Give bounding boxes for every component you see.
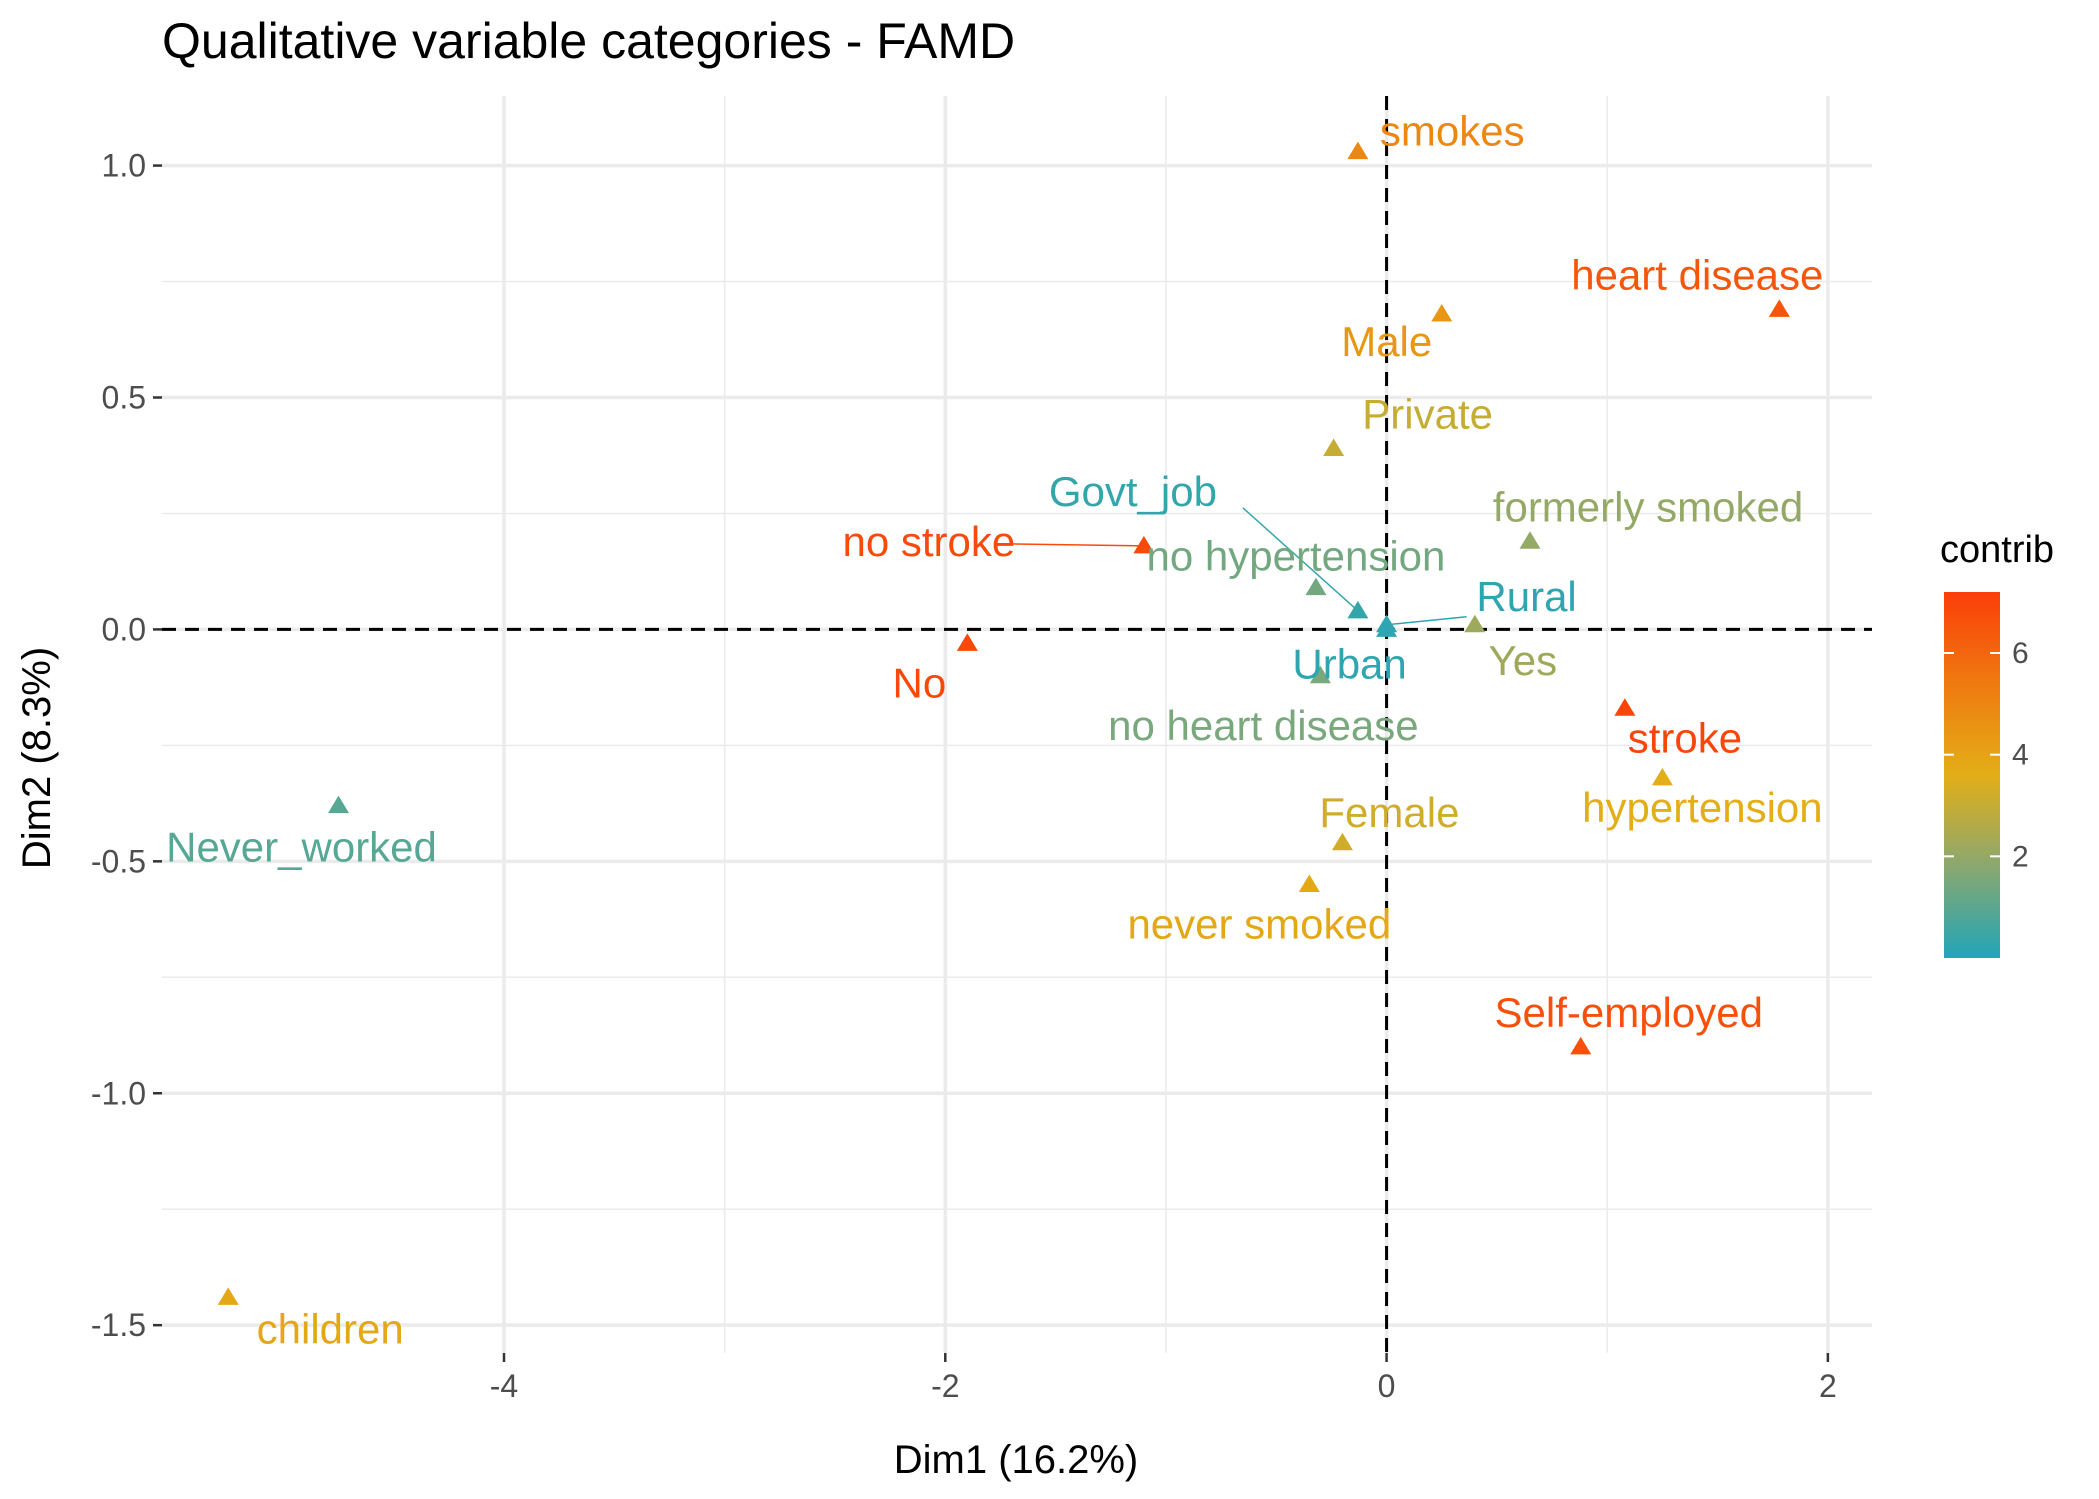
label-leader-line: [1386, 616, 1467, 626]
label-leader-line: [1242, 507, 1359, 612]
point-marker: [1614, 698, 1636, 716]
point-label: no stroke: [842, 518, 1015, 565]
point-label: Female: [1319, 789, 1459, 836]
chart-title: Qualitative variable categories - FAMD: [162, 13, 1015, 69]
point-marker: [1431, 304, 1453, 322]
point-label: smokes: [1380, 108, 1525, 155]
grid-minor: [162, 96, 1872, 1353]
label-leader-lines: [1010, 507, 1467, 626]
point-marker: [1464, 614, 1486, 633]
y-axis: -1.5 -1.0 -0.5 0.0 0.5 1.0: [91, 148, 162, 1343]
point-marker: [1570, 1036, 1592, 1055]
y-tick-label: 1.0: [102, 148, 146, 184]
legend-tick-label: 6: [2012, 637, 2029, 670]
point-label: formerly smoked: [1493, 483, 1803, 530]
point-label: no hypertension: [1147, 533, 1446, 580]
point-marker: [1331, 832, 1353, 851]
y-tick-label: 0.0: [102, 611, 146, 647]
x-axis-title: Dim1 (16.2%): [894, 1438, 1139, 1482]
point-marker: [1651, 767, 1673, 786]
point-label: Govt_job: [1049, 468, 1217, 515]
point-marker: [1519, 531, 1541, 549]
point-label: Male: [1341, 318, 1432, 365]
point-label: Rural: [1476, 573, 1576, 620]
point-marker: [328, 795, 350, 814]
point-marker: [1133, 535, 1155, 554]
point-label: stroke: [1628, 714, 1742, 761]
label-leader-line: [1010, 543, 1144, 547]
point-label: children: [257, 1305, 404, 1352]
point-label: heart disease: [1571, 251, 1823, 298]
point-marker: [1347, 141, 1369, 160]
x-tick-label: -4: [490, 1368, 518, 1404]
x-tick-label: 0: [1378, 1368, 1396, 1404]
point-marker: [1309, 665, 1331, 684]
legend-tick-label: 2: [2012, 840, 2029, 873]
point-label: No: [893, 659, 947, 706]
point-marker: [1376, 619, 1398, 637]
legend-ticks: 2 4 6: [1944, 637, 2029, 873]
y-tick-label: -1.5: [91, 1307, 146, 1343]
point-marker: [217, 1287, 239, 1305]
point-label: hypertension: [1582, 784, 1823, 831]
x-tick-label: 2: [1819, 1368, 1837, 1404]
legend-colorbar: [1944, 592, 2000, 958]
point-label: Private: [1362, 391, 1493, 438]
point-label: Never_worked: [166, 824, 437, 871]
legend-title: contrib: [1940, 529, 2054, 571]
point-marker: [956, 633, 978, 651]
point-label: Urban: [1292, 640, 1406, 687]
legend-tick-label: 4: [2012, 739, 2029, 772]
y-tick-label: 0.5: [102, 379, 146, 415]
x-axis: -4 -2 0 2: [490, 1353, 1837, 1404]
y-axis-title: Dim2 (8.3%): [15, 647, 59, 869]
point-marker: [1305, 577, 1327, 596]
x-tick-label: -2: [931, 1368, 959, 1404]
point-label: no heart disease: [1108, 702, 1419, 749]
reference-lines: [162, 96, 1872, 1353]
point-label: Yes: [1489, 637, 1558, 684]
point-marker: [1323, 438, 1345, 457]
point-label: Self-employed: [1495, 989, 1763, 1036]
y-tick-label: -0.5: [91, 843, 146, 879]
point-marker: [1768, 299, 1790, 317]
point-marker: [1298, 874, 1320, 893]
data-points: [217, 141, 1790, 1305]
y-tick-label: -1.0: [91, 1075, 146, 1111]
point-marker: [1347, 600, 1369, 619]
legend: contrib 2 4 6: [1940, 529, 2054, 958]
point-label: never smoked: [1127, 901, 1391, 948]
